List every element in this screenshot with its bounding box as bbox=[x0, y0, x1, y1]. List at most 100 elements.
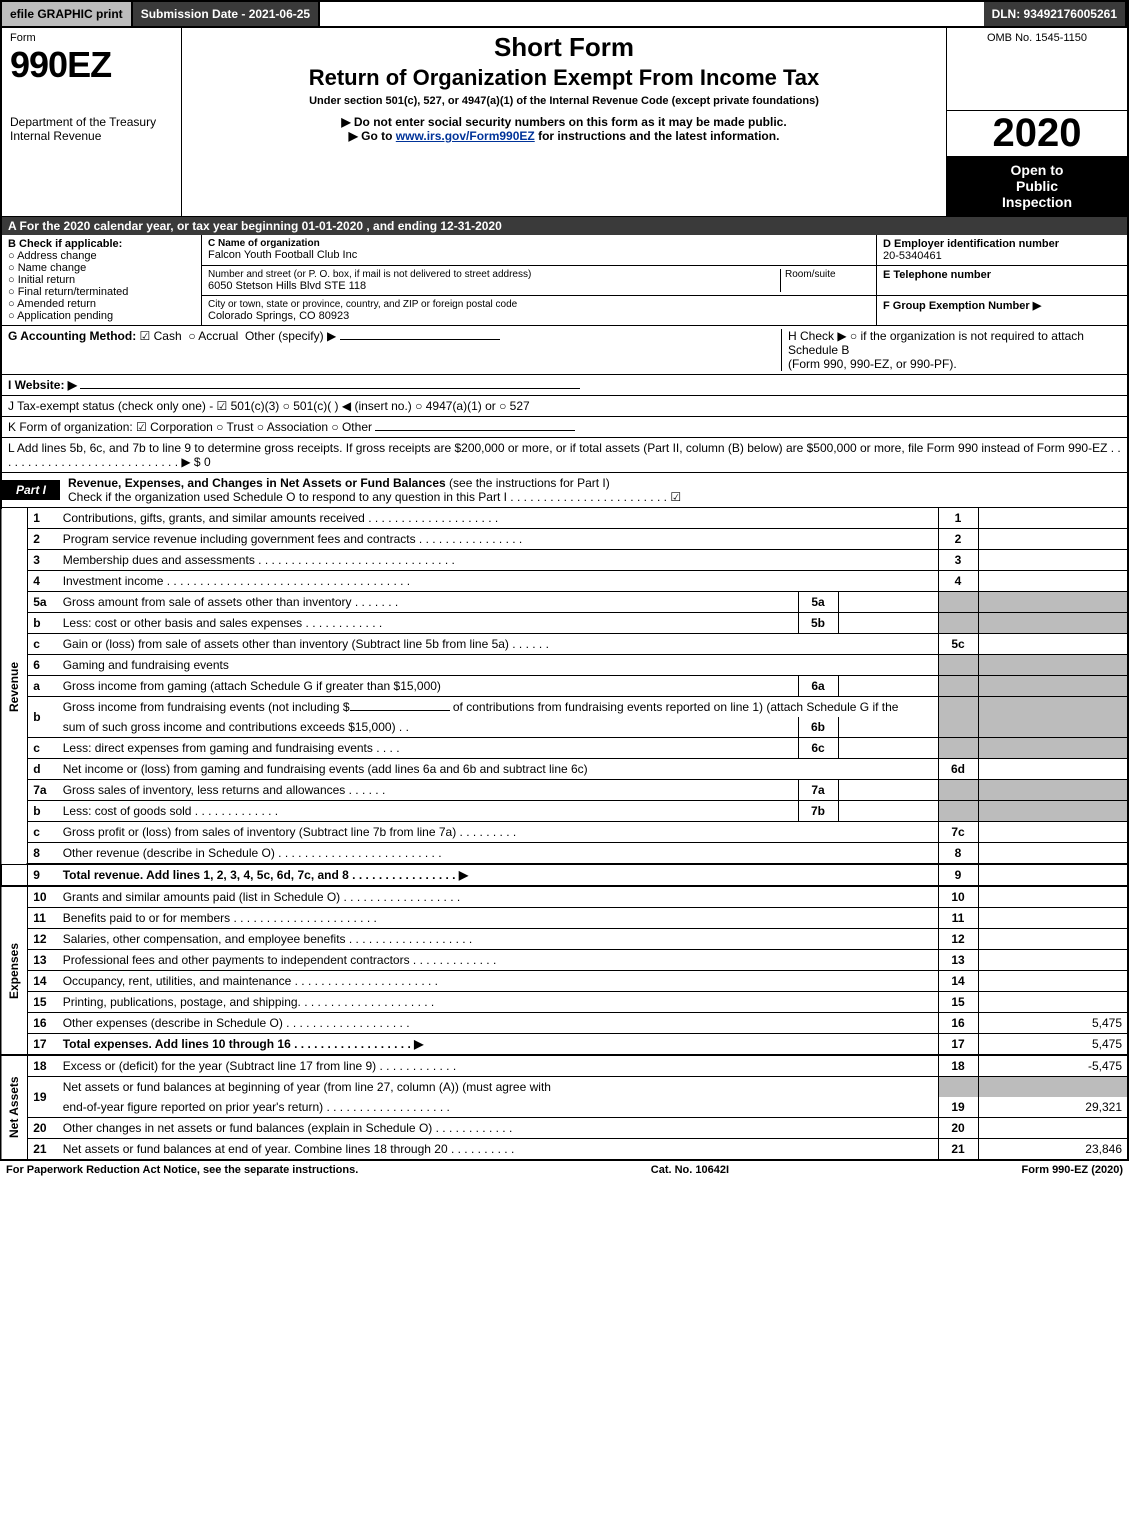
dln-label: DLN: 93492176005261 bbox=[984, 2, 1127, 26]
line-7a-desc: Gross sales of inventory, less returns a… bbox=[58, 780, 798, 801]
ref-20: 20 bbox=[938, 1118, 978, 1139]
val-18: -5,475 bbox=[978, 1055, 1128, 1077]
line-5c-desc: Gain or (loss) from sale of assets other… bbox=[58, 634, 938, 655]
line-20-desc: Other changes in net assets or fund bala… bbox=[58, 1118, 938, 1139]
line-6c-desc: Less: direct expenses from gaming and fu… bbox=[58, 738, 798, 759]
line-6b-desc-3: sum of such gross income and contributio… bbox=[58, 717, 798, 738]
line-6-desc: Gaming and fundraising events bbox=[58, 655, 938, 676]
submission-date-button[interactable]: Submission Date - 2021-06-25 bbox=[133, 2, 320, 26]
ref-10: 10 bbox=[938, 886, 978, 908]
ref-6a: 6a bbox=[798, 676, 838, 697]
ref-5a: 5a bbox=[798, 592, 838, 613]
ref-2: 2 bbox=[938, 529, 978, 550]
ref-21: 21 bbox=[938, 1139, 978, 1161]
line-10-desc: Grants and similar amounts paid (list in… bbox=[58, 886, 938, 908]
ref-11: 11 bbox=[938, 908, 978, 929]
footer-right: Form 990-EZ (2020) bbox=[1022, 1164, 1124, 1176]
open-public-box: Open to Public Inspection bbox=[947, 156, 1127, 216]
chk-cash[interactable]: Cash bbox=[140, 329, 182, 343]
ref-5b: 5b bbox=[798, 613, 838, 634]
irs-link[interactable]: www.irs.gov/Form990EZ bbox=[396, 129, 535, 143]
street-label: Number and street (or P. O. box, if mail… bbox=[208, 269, 780, 280]
line-h-text: H Check ▶ ○ if the organization is not r… bbox=[788, 329, 1121, 357]
line-j: J Tax-exempt status (check only one) - ☑… bbox=[0, 396, 1129, 417]
chk-final-return[interactable]: Final return/terminated bbox=[8, 286, 195, 298]
form-header: Form 990EZ Short Form Return of Organiza… bbox=[0, 28, 1129, 217]
ref-4: 4 bbox=[938, 571, 978, 592]
line-5b-desc: Less: cost or other basis and sales expe… bbox=[58, 613, 798, 634]
box-c-label: C Name of organization bbox=[208, 238, 870, 249]
ein-value: 20-5340461 bbox=[883, 250, 1121, 262]
website-field[interactable] bbox=[80, 388, 580, 389]
footer-left: For Paperwork Reduction Act Notice, see … bbox=[6, 1164, 358, 1176]
goto-instructions: ▶ Go to www.irs.gov/Form990EZ for instru… bbox=[190, 129, 938, 143]
chk-application-pending[interactable]: Application pending bbox=[8, 310, 195, 322]
ref-6d: 6d bbox=[938, 759, 978, 780]
val-16: 5,475 bbox=[978, 1013, 1128, 1034]
info-section: B Check if applicable: Address change Na… bbox=[0, 235, 1129, 326]
ref-13: 13 bbox=[938, 950, 978, 971]
line-15-desc: Printing, publications, postage, and shi… bbox=[58, 992, 938, 1013]
line-7b-desc: Less: cost of goods sold . . . . . . . .… bbox=[58, 801, 798, 822]
dept-treasury: Department of the Treasury bbox=[10, 115, 173, 129]
side-net-assets: Net Assets bbox=[1, 1055, 28, 1160]
line-9-desc: Total revenue. Add lines 1, 2, 3, 4, 5c,… bbox=[58, 864, 938, 886]
line-11-desc: Benefits paid to or for members . . . . … bbox=[58, 908, 938, 929]
efile-print-button[interactable]: efile GRAPHIC print bbox=[2, 2, 133, 26]
topbar-spacer bbox=[320, 2, 983, 26]
ref-7c: 7c bbox=[938, 822, 978, 843]
tax-exempt-status: J Tax-exempt status (check only one) - ☑… bbox=[8, 399, 530, 413]
line-18-desc: Excess or (deficit) for the year (Subtra… bbox=[58, 1055, 938, 1077]
line-4-desc: Investment income . . . . . . . . . . . … bbox=[58, 571, 938, 592]
line-6b-desc-1: Gross income from fundraising events (no… bbox=[58, 697, 938, 718]
goto-pre: ▶ Go to bbox=[349, 129, 396, 143]
ref-8: 8 bbox=[938, 843, 978, 865]
form-of-org: K Form of organization: ☑ Corporation ○ … bbox=[8, 420, 372, 434]
page-footer: For Paperwork Reduction Act Notice, see … bbox=[0, 1161, 1129, 1179]
return-title: Return of Organization Exempt From Incom… bbox=[190, 65, 938, 91]
line-12-desc: Salaries, other compensation, and employ… bbox=[58, 929, 938, 950]
line-19-desc-2: end-of-year figure reported on prior yea… bbox=[58, 1097, 938, 1118]
ref-19: 19 bbox=[938, 1097, 978, 1118]
lines-table: Revenue 1Contributions, gifts, grants, a… bbox=[0, 508, 1129, 1161]
city-value: Colorado Springs, CO 80923 bbox=[208, 310, 870, 322]
box-f-label: F Group Exemption Number ▶ bbox=[883, 299, 1121, 312]
room-label: Room/suite bbox=[785, 269, 870, 280]
line-l: L Add lines 5b, 6c, and 7b to line 9 to … bbox=[0, 438, 1129, 473]
city-label: City or town, state or province, country… bbox=[208, 299, 870, 310]
chk-name-change[interactable]: Name change bbox=[8, 262, 195, 274]
line-a-tax-year: A For the 2020 calendar year, or tax yea… bbox=[0, 217, 1129, 235]
box-b-title: B Check if applicable: bbox=[8, 238, 195, 250]
chk-initial-return[interactable]: Initial return bbox=[8, 274, 195, 286]
side-expenses: Expenses bbox=[1, 886, 28, 1055]
other-specify: Other (specify) ▶ bbox=[245, 329, 336, 343]
line-14-desc: Occupancy, rent, utilities, and maintena… bbox=[58, 971, 938, 992]
chk-accrual[interactable]: Accrual bbox=[188, 329, 238, 343]
part-i-title: Revenue, Expenses, and Changes in Net As… bbox=[68, 476, 446, 490]
line-h-sub: (Form 990, 990-EZ, or 990-PF). bbox=[788, 357, 1121, 371]
form-label: Form bbox=[10, 32, 173, 44]
line-i: I Website: ▶ bbox=[0, 375, 1129, 396]
line-g-label: G Accounting Method: bbox=[8, 329, 136, 343]
ref-6b: 6b bbox=[798, 717, 838, 738]
short-form-title: Short Form bbox=[190, 32, 938, 63]
val-21: 23,846 bbox=[978, 1139, 1128, 1161]
chk-amended-return[interactable]: Amended return bbox=[8, 298, 195, 310]
chk-address-change[interactable]: Address change bbox=[8, 250, 195, 262]
line-5a-desc: Gross amount from sale of assets other t… bbox=[58, 592, 798, 613]
ref-7b: 7b bbox=[798, 801, 838, 822]
side-revenue: Revenue bbox=[1, 508, 28, 864]
ref-7a: 7a bbox=[798, 780, 838, 801]
part-i-tag: Part I bbox=[2, 480, 60, 500]
val-19: 29,321 bbox=[978, 1097, 1128, 1118]
box-e-label: E Telephone number bbox=[883, 269, 1121, 281]
line-16-desc: Other expenses (describe in Schedule O) … bbox=[58, 1013, 938, 1034]
irs-label: Internal Revenue bbox=[10, 129, 173, 143]
part-i-sub: (see the instructions for Part I) bbox=[449, 476, 610, 490]
line-g-h: G Accounting Method: Cash Accrual Other … bbox=[0, 326, 1129, 375]
line-7c-desc: Gross profit or (loss) from sales of inv… bbox=[58, 822, 938, 843]
line-2-desc: Program service revenue including govern… bbox=[58, 529, 938, 550]
line-21-desc: Net assets or fund balances at end of ye… bbox=[58, 1139, 938, 1161]
ref-17: 17 bbox=[938, 1034, 978, 1056]
part-i-check: Check if the organization used Schedule … bbox=[68, 490, 1119, 504]
